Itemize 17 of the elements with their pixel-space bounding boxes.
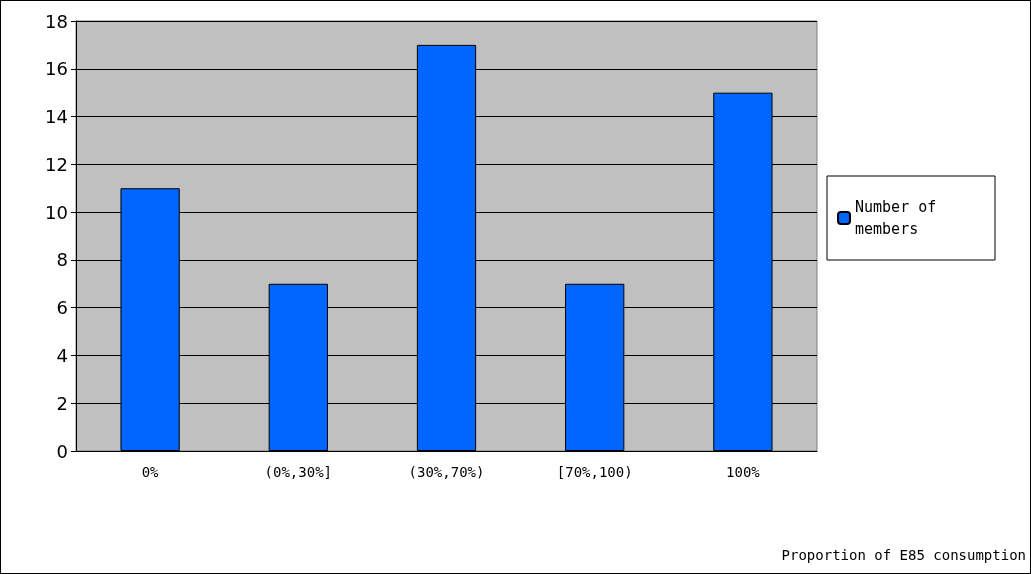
y-tick-label: 10 [45, 201, 68, 223]
x-axis-title: Proportion of E85 consumption [781, 547, 1026, 563]
y-tick-label: 2 [56, 392, 68, 414]
y-tick-label: 4 [56, 344, 68, 366]
y-tick-label: 16 [45, 58, 68, 80]
legend-label: Number of members [855, 198, 946, 238]
y-tick-label: 14 [45, 106, 68, 128]
y-tick-label: 6 [56, 297, 68, 319]
y-tick-label: 0 [56, 440, 68, 462]
x-tick-label: 100% [726, 464, 761, 480]
x-tick-label: [70%,100) [556, 464, 633, 480]
y-tick-label: 18 [45, 10, 68, 32]
y-tick-label: 12 [45, 153, 68, 175]
x-tick-label: 0% [141, 464, 160, 480]
y-tick-label: 8 [56, 249, 68, 271]
x-tick-label: (30%,70%) [408, 464, 485, 480]
x-tick-label: (0%,30%] [264, 464, 333, 480]
